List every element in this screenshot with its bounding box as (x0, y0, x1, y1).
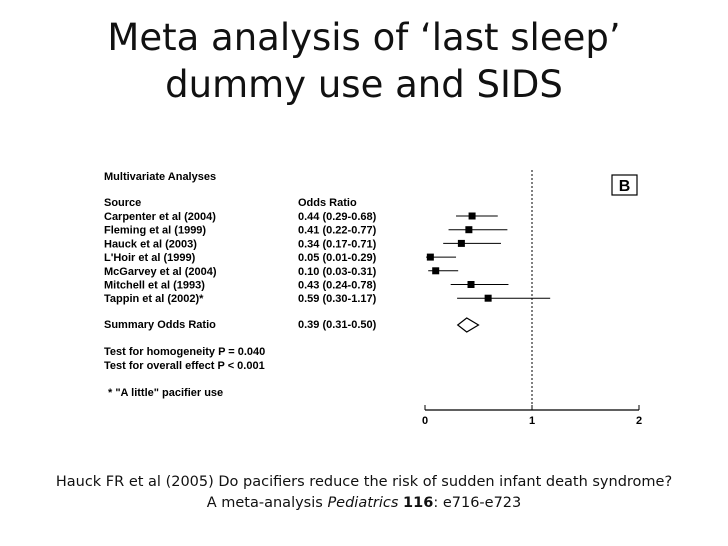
citation-prefix: A meta-analysis (206, 495, 328, 511)
study-odds-ratio: 0.44 (0.29-0.68) (298, 211, 377, 223)
summary-odds-ratio: 0.39 (0.31-0.50) (298, 319, 377, 331)
footnote: * "A little" pacifier use (108, 387, 223, 399)
study-source: McGarvey et al (2004) (104, 266, 217, 278)
study-source: Tappin et al (2002)* (104, 293, 204, 305)
study-point (426, 253, 434, 261)
citation-journal: Pediatrics (327, 495, 399, 511)
x-tick-label: 0 (422, 415, 428, 427)
x-tick-label: 1 (529, 415, 535, 427)
citation-line-1: Hauck FR et al (2005) Do pacifiers reduc… (55, 474, 673, 490)
slide-title: Meta analysis of ‘last sleep’ dummy use … (0, 14, 728, 108)
citation-volume: 116 (403, 495, 434, 511)
citation-pages: : e716-e723 (433, 495, 522, 511)
citation: Hauck FR et al (2005) Do pacifiers reduc… (0, 472, 728, 514)
study-point (468, 212, 476, 220)
citation-line-2: A meta-analysis Pediatrics 116: e716-e72… (0, 493, 728, 514)
slide-title-line-1: Meta analysis of ‘last sleep’ (107, 16, 621, 59)
study-source: Carpenter et al (2004) (104, 211, 216, 223)
study-point (457, 239, 465, 247)
study-odds-ratio: 0.59 (0.30-1.17) (298, 293, 377, 305)
panel-label: B (619, 178, 631, 195)
x-tick-label: 2 (636, 415, 642, 427)
study-source: Hauck et al (2003) (104, 238, 197, 250)
column-header-odds-ratio: Odds Ratio (298, 197, 357, 209)
column-header-source: Source (104, 197, 141, 209)
study-point (484, 294, 492, 302)
study-point (467, 281, 475, 288)
study-source: Fleming et al (1999) (104, 225, 206, 237)
chart-heading: Multivariate Analyses (104, 171, 216, 183)
panel-label-box (611, 174, 638, 196)
study-row: Carpenter et al (2004) 0.44 (0.29-0.68) (104, 211, 498, 223)
study-source: Mitchell et al (1993) (104, 280, 205, 292)
study-odds-ratio: 0.10 (0.03-0.31) (298, 266, 377, 278)
slide-title-line-2: dummy use and SIDS (165, 63, 563, 106)
test-homogeneity: Test for homogeneity P = 0.040 (104, 346, 265, 358)
study-row: L'Hoir et al (1999) 0.05 (0.01-0.29) (104, 252, 457, 264)
study-odds-ratio: 0.43 (0.24-0.78) (298, 280, 377, 292)
study-rows: Carpenter et al (2004) 0.44 (0.29-0.68) Fl… (104, 211, 551, 305)
study-odds-ratio: 0.41 (0.22-0.77) (298, 225, 377, 237)
study-point (432, 267, 440, 275)
summary-row: Summary Odds Ratio 0.39 (0.31-0.50) (104, 317, 480, 333)
study-row: Tappin et al (2002)* 0.59 (0.30-1.17) (104, 293, 551, 305)
test-overall-effect: Test for overall effect P < 0.001 (104, 360, 265, 372)
study-point (465, 226, 473, 234)
summary-diamond (456, 317, 480, 333)
study-odds-ratio: 0.05 (0.01-0.29) (298, 252, 377, 264)
study-row: Hauck et al (2003) 0.34 (0.17-0.71) (104, 238, 501, 250)
x-ticks: 0 1 2 (422, 405, 642, 427)
study-row: McGarvey et al (2004) 0.10 (0.03-0.31) (104, 266, 459, 278)
study-source: L'Hoir et al (1999) (104, 252, 196, 264)
study-odds-ratio: 0.34 (0.17-0.71) (298, 238, 377, 250)
study-row: Fleming et al (1999) 0.41 (0.22-0.77) (104, 225, 508, 237)
summary-source: Summary Odds Ratio (104, 319, 216, 331)
study-row: Mitchell et al (1993) 0.43 (0.24-0.78) (104, 280, 509, 292)
